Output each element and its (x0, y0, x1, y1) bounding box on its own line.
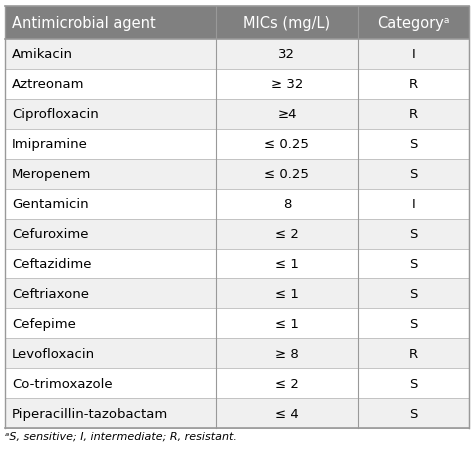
Text: ≤ 2: ≤ 2 (275, 377, 299, 390)
Text: Gentamicin: Gentamicin (12, 198, 89, 211)
Text: Categoryᵃ: Categoryᵃ (377, 16, 450, 31)
Text: Antimicrobial agent: Antimicrobial agent (12, 16, 155, 31)
Bar (216, 369, 358, 398)
Bar (216, 159, 358, 189)
Bar (216, 249, 358, 279)
Text: Imipramine: Imipramine (12, 138, 88, 151)
Bar (5, 7, 216, 40)
Bar (358, 7, 469, 40)
Text: S: S (410, 377, 418, 390)
Text: Ceftriaxone: Ceftriaxone (12, 288, 89, 300)
Text: S: S (410, 138, 418, 151)
Text: Ceftazidime: Ceftazidime (12, 257, 91, 270)
Text: I: I (411, 198, 415, 211)
Bar (216, 309, 358, 338)
Bar (5, 279, 216, 309)
Text: S: S (410, 317, 418, 330)
Text: S: S (410, 407, 418, 420)
Bar (5, 100, 216, 130)
Bar (358, 40, 469, 70)
Bar (358, 338, 469, 369)
Text: 8: 8 (283, 198, 291, 211)
Bar (216, 130, 358, 159)
Bar (216, 100, 358, 130)
Text: ≤ 1: ≤ 1 (275, 257, 299, 270)
Bar (5, 398, 216, 428)
Text: MICs (mg/L): MICs (mg/L) (243, 16, 330, 31)
Text: Piperacillin-tazobactam: Piperacillin-tazobactam (12, 407, 168, 420)
Text: R: R (409, 78, 418, 91)
Text: Levofloxacin: Levofloxacin (12, 347, 95, 360)
Bar (216, 338, 358, 369)
Text: Amikacin: Amikacin (12, 48, 73, 61)
Text: I: I (411, 48, 415, 61)
Bar (358, 159, 469, 189)
Bar (5, 249, 216, 279)
Text: Aztreonam: Aztreonam (12, 78, 84, 91)
Text: S: S (410, 168, 418, 181)
Bar (5, 309, 216, 338)
Bar (216, 219, 358, 249)
Bar (5, 40, 216, 70)
Text: ≤ 1: ≤ 1 (275, 288, 299, 300)
Text: Ciprofloxacin: Ciprofloxacin (12, 108, 99, 121)
Bar (5, 338, 216, 369)
Bar (358, 398, 469, 428)
Bar (358, 219, 469, 249)
Bar (5, 70, 216, 100)
Bar (5, 159, 216, 189)
Bar (5, 130, 216, 159)
Text: R: R (409, 108, 418, 121)
Bar (216, 189, 358, 219)
Text: R: R (409, 347, 418, 360)
Bar (216, 70, 358, 100)
Bar (358, 100, 469, 130)
Text: S: S (410, 257, 418, 270)
Bar (5, 219, 216, 249)
Bar (358, 70, 469, 100)
Bar (5, 369, 216, 398)
Bar (358, 130, 469, 159)
Text: ≤ 1: ≤ 1 (275, 317, 299, 330)
Bar (216, 40, 358, 70)
Text: S: S (410, 227, 418, 241)
Bar (216, 7, 358, 40)
Text: Cefuroxime: Cefuroxime (12, 227, 88, 241)
Bar (216, 398, 358, 428)
Text: Cefepime: Cefepime (12, 317, 76, 330)
Bar (358, 189, 469, 219)
Text: Meropenem: Meropenem (12, 168, 91, 181)
Bar (358, 369, 469, 398)
Text: ≥ 32: ≥ 32 (271, 78, 303, 91)
Bar (358, 249, 469, 279)
Text: ≥4: ≥4 (277, 108, 297, 121)
Text: 32: 32 (278, 48, 295, 61)
Text: S: S (410, 288, 418, 300)
Bar (358, 279, 469, 309)
Bar (358, 309, 469, 338)
Text: ≤ 2: ≤ 2 (275, 227, 299, 241)
Text: ᵃS, sensitive; I, intermediate; R, resistant.: ᵃS, sensitive; I, intermediate; R, resis… (5, 431, 237, 441)
Text: ≤ 0.25: ≤ 0.25 (264, 168, 310, 181)
Bar (216, 279, 358, 309)
Text: ≤ 0.25: ≤ 0.25 (264, 138, 310, 151)
Bar (5, 189, 216, 219)
Text: ≤ 4: ≤ 4 (275, 407, 299, 420)
Text: Co-trimoxazole: Co-trimoxazole (12, 377, 112, 390)
Text: ≥ 8: ≥ 8 (275, 347, 299, 360)
